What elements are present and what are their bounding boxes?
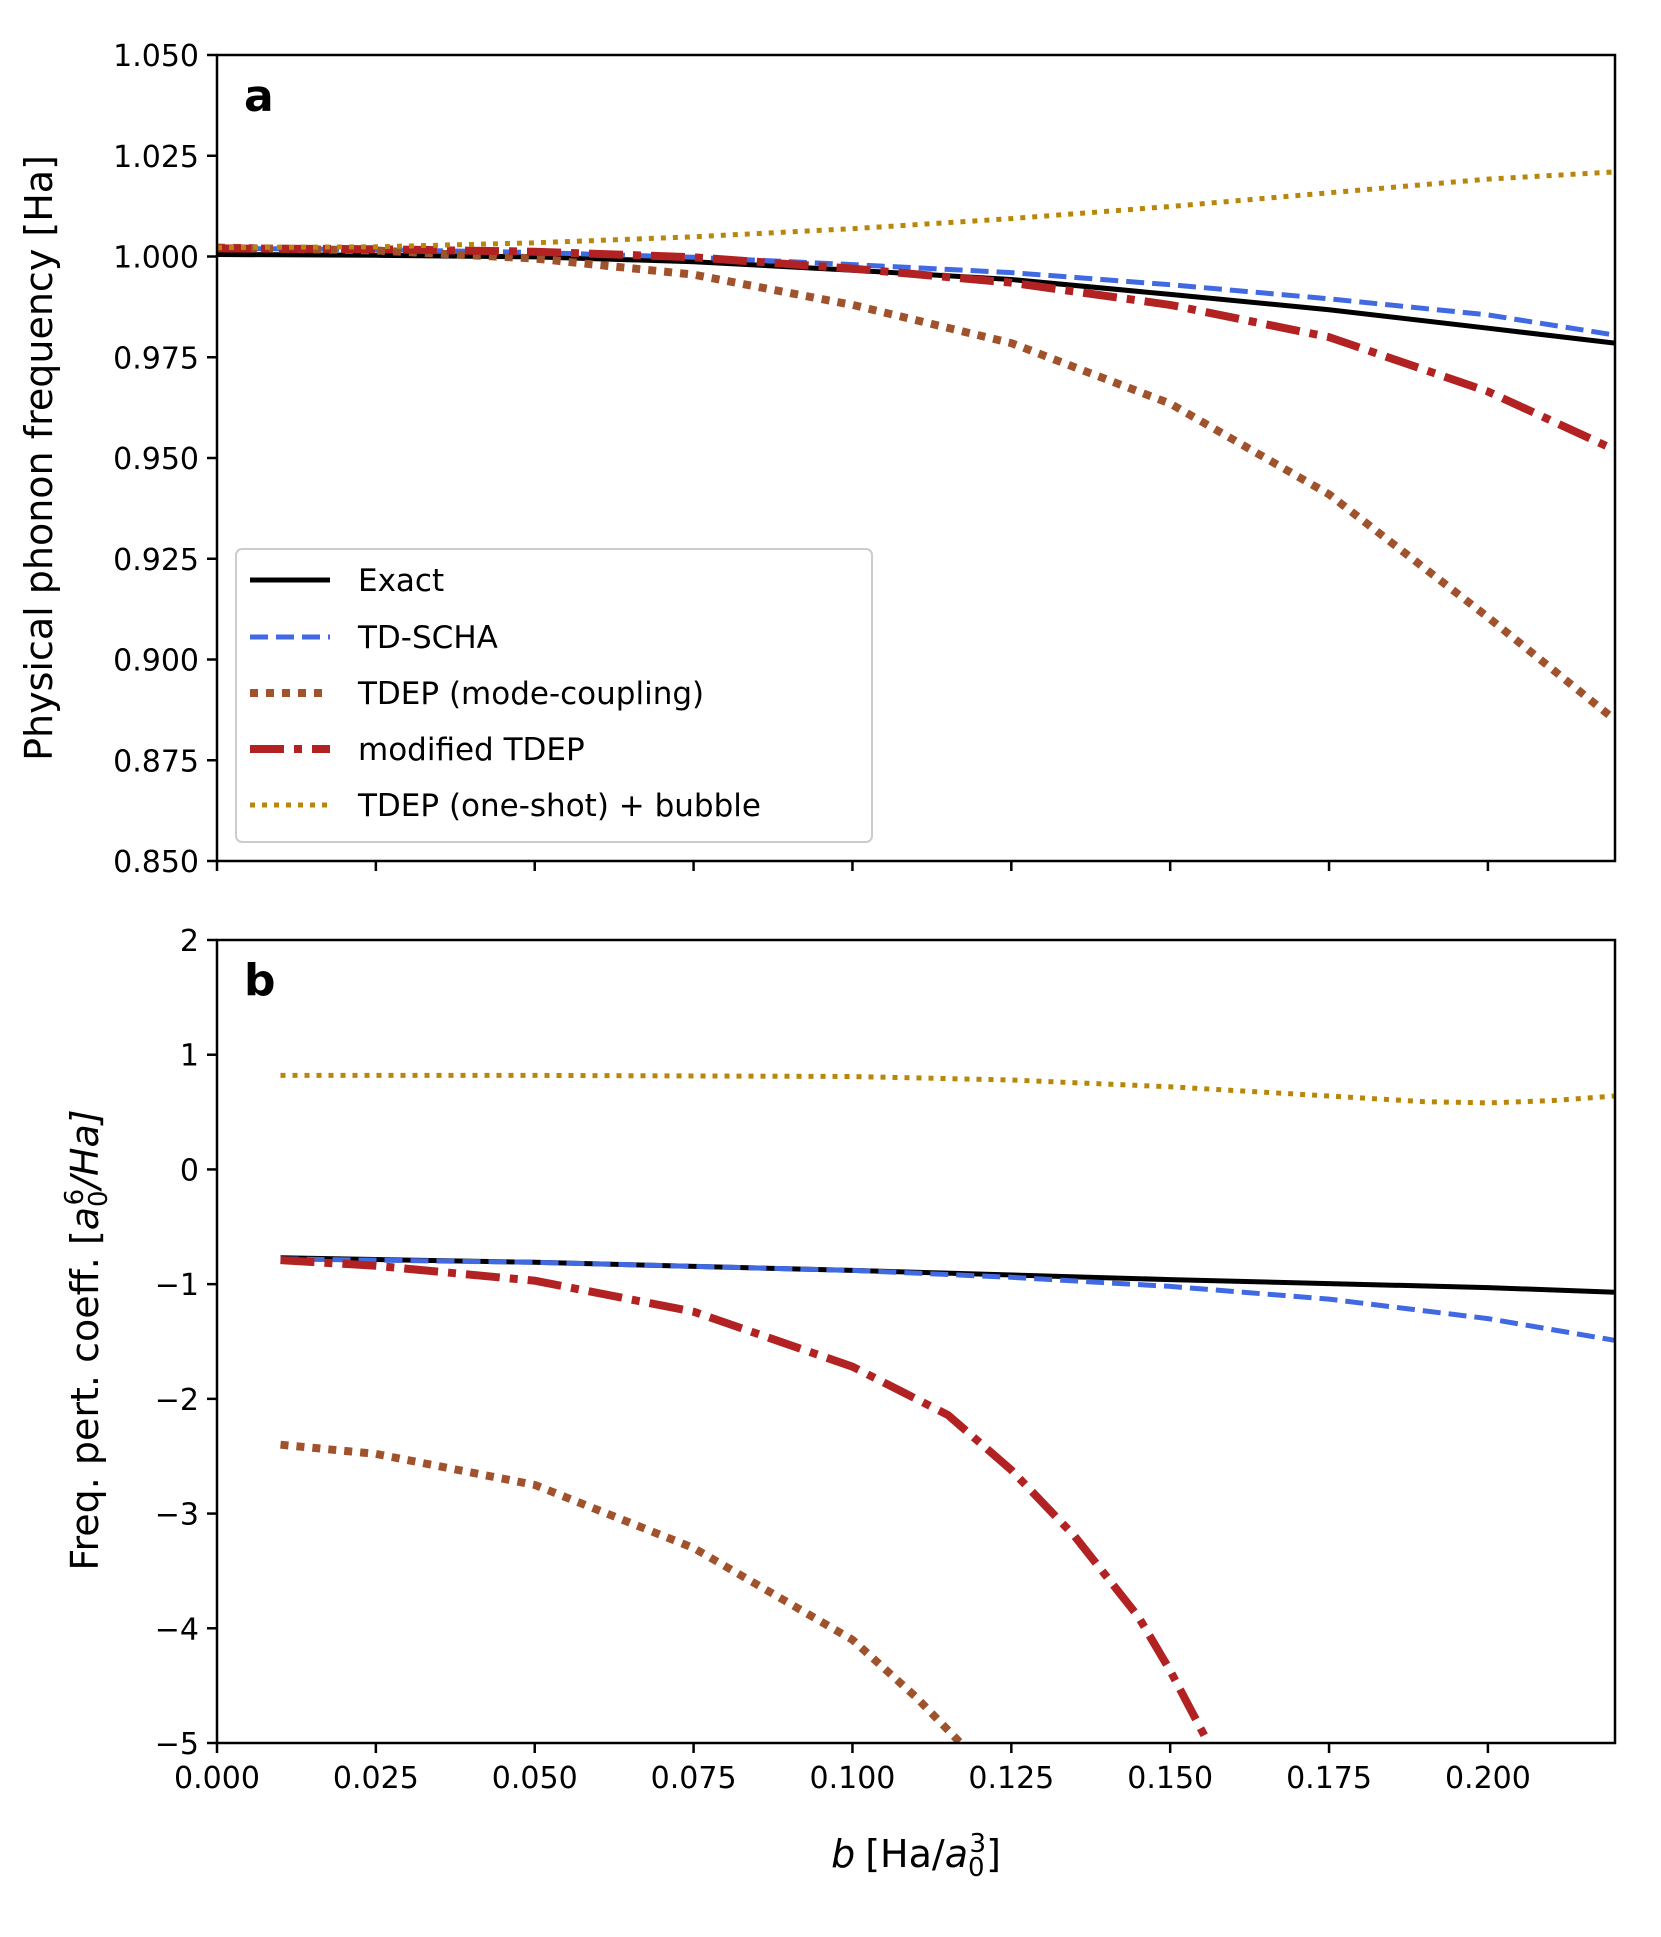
panel-b-series-modified-tdep (280, 1256, 1212, 1743)
panel-b-series-group (280, 1072, 1615, 1743)
x-label-unit: [Ha/ (865, 1832, 945, 1876)
panel-a-y-tick-label: 0.875 (113, 744, 199, 779)
panel-b-x-tick-label: 0.175 (1286, 1761, 1372, 1796)
panel-b-series-td-scha (280, 1256, 1615, 1343)
panel-a-y-tick-label: 1.025 (113, 140, 199, 175)
panel-a-y-axis-label: Physical phonon frequency [Ha] (17, 155, 61, 761)
panel-a-y-tick-label: 0.950 (113, 442, 199, 477)
legend-label-exact: Exact (358, 563, 444, 599)
panel-b-x-tick-label: 0.125 (968, 1761, 1054, 1796)
panel-b-y-label-symbol: a (63, 1207, 107, 1230)
panel-b: 0.000 0.025 0.050 0.075 0.100 0.125 0.150 0.175… (60, 924, 1617, 1883)
panel-a-y-tick-label: 1.050 (113, 39, 199, 74)
panel-b-x-ticks: 0.000 0.025 0.050 0.075 0.100 0.125 0.150 0.175… (174, 1743, 1531, 1796)
panel-a-y-tick-label: 0.900 (113, 644, 199, 679)
panel-a-y-tick-label: 1.000 (113, 241, 199, 276)
legend-label-modified-tdep: modified TDEP (358, 732, 585, 768)
panel-a-series-modified-tdep (217, 244, 1615, 454)
panel-b-x-tick-label: 0.050 (492, 1761, 578, 1796)
panel-b-y-tick-label: 2 (180, 924, 199, 959)
panel-b-y-tick-label: 1 (180, 1039, 199, 1074)
panel-b-y-axis-label: Freq. pert. coeff. [a06/Ha] (60, 1109, 114, 1570)
panel-a-y-tick-label: 0.850 (113, 845, 199, 880)
panel-b-x-tick-label: 0.000 (174, 1761, 260, 1796)
x-label-subscript: 0 (968, 1853, 985, 1883)
panel-a: 0.850 0.875 0.900 0.925 0.950 0.975 1.000 1.025… (17, 39, 1617, 880)
legend: Exact TD-SCHA TDEP (mode-coupling) modif… (235, 548, 873, 843)
panel-b-series-tdep-mode-coupling (280, 1440, 964, 1743)
panel-b-y-tick-label: −5 (155, 1727, 199, 1762)
panel-b-y-tick-label: −1 (155, 1268, 199, 1303)
panel-a-y-tick-label: 0.925 (113, 543, 199, 578)
legend-label-tdep-one-shot-bubble: TDEP (one-shot) + bubble (357, 788, 761, 824)
panel-a-y-tick-label: 0.975 (113, 341, 199, 376)
panel-a-letter: a (244, 71, 274, 122)
x-label-symbol: a (945, 1832, 968, 1876)
panel-b-x-tick-label: 0.100 (810, 1761, 896, 1796)
panel-b-y-label-prefix: Freq. pert. coeff. [ (63, 1230, 107, 1570)
panel-a-x-ticks (215, 861, 1490, 871)
x-label-superscript: 3 (970, 1829, 987, 1859)
panel-a-series-tdep-one-shot-bubble (217, 169, 1615, 251)
panel-b-x-tick-label: 0.150 (1127, 1761, 1213, 1796)
panel-a-y-ticks: 0.850 0.875 0.900 0.925 0.950 0.975 1.000 1.025… (113, 39, 217, 880)
legend-label-td-scha: TD-SCHA (357, 620, 498, 656)
panel-b-y-label-subscript: 0 (84, 1190, 114, 1207)
x-label-close: ] (986, 1832, 1001, 1876)
panel-a-series-exact (217, 252, 1615, 346)
legend-label-tdep-mode-coupling: TDEP (mode-coupling) (357, 676, 704, 712)
panel-a-series-tdep-mode-coupling (217, 243, 1615, 724)
panel-b-frame (215, 938, 1617, 1745)
panel-b-series-tdep-one-shot-bubble (280, 1072, 1615, 1106)
legend-frame (235, 548, 873, 843)
x-label-variable: b (831, 1832, 855, 1876)
panel-b-x-tick-label: 0.200 (1445, 1761, 1531, 1796)
panel-b-x-tick-label: 0.075 (651, 1761, 737, 1796)
panel-b-y-tick-label: 0 (180, 1153, 199, 1188)
panel-b-y-label-superscript: 6 (60, 1189, 90, 1206)
panel-b-y-tick-label: −2 (155, 1383, 199, 1418)
panel-b-y-label-rest: /Ha] (63, 1109, 107, 1192)
x-axis-label: b [Ha/a03] (831, 1829, 1001, 1883)
panel-b-x-tick-label: 0.025 (333, 1761, 419, 1796)
panel-b-letter: b (244, 955, 276, 1006)
panel-a-series-group (217, 169, 1615, 724)
panel-b-y-tick-label: −4 (155, 1612, 199, 1647)
panel-b-y-ticks: −5 −4 −3 −2 −1 0 1 2 (155, 924, 217, 1762)
panel-b-y-tick-label: −3 (155, 1498, 199, 1533)
panel-a-series-td-scha (217, 245, 1615, 338)
